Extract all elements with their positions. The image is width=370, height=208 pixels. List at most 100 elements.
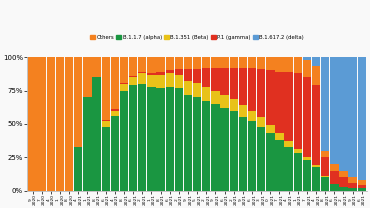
Bar [229, 57, 238, 68]
Bar [330, 57, 339, 164]
Bar [157, 57, 165, 72]
Bar [92, 57, 101, 77]
Bar [184, 69, 192, 81]
Bar [357, 180, 366, 185]
Bar [147, 74, 156, 87]
Bar [266, 133, 275, 191]
Bar [138, 72, 147, 73]
Bar [184, 57, 192, 69]
Bar [285, 72, 293, 141]
Bar [229, 111, 238, 191]
Bar [330, 171, 339, 184]
Bar [211, 90, 220, 104]
Bar [339, 57, 348, 171]
Bar [101, 120, 110, 121]
Bar [239, 117, 247, 191]
Bar [312, 85, 320, 165]
Bar [339, 177, 348, 187]
Bar [175, 69, 183, 74]
Bar [248, 111, 256, 121]
Bar [312, 57, 320, 67]
Bar [229, 68, 238, 99]
Bar [303, 60, 311, 77]
Bar [266, 57, 275, 71]
Bar [357, 185, 366, 188]
Bar [165, 73, 174, 87]
Bar [129, 77, 137, 85]
Bar [293, 73, 302, 149]
Bar [37, 57, 46, 191]
Bar [321, 57, 329, 151]
Bar [321, 177, 329, 191]
Bar [129, 85, 137, 191]
Bar [349, 188, 357, 191]
Bar [239, 105, 247, 117]
Bar [339, 187, 348, 191]
Bar [275, 133, 284, 140]
Bar [275, 72, 284, 133]
Bar [312, 167, 320, 191]
Bar [211, 57, 220, 68]
Bar [285, 147, 293, 191]
Bar [157, 72, 165, 74]
Bar [56, 57, 64, 191]
Bar [303, 160, 311, 191]
Bar [111, 111, 119, 116]
Bar [293, 153, 302, 191]
Bar [138, 73, 147, 84]
Bar [157, 74, 165, 88]
Bar [303, 157, 311, 160]
Bar [257, 117, 265, 127]
Bar [120, 90, 128, 191]
Bar [211, 68, 220, 90]
Bar [266, 125, 275, 133]
Bar [184, 81, 192, 95]
Bar [175, 88, 183, 191]
Bar [202, 87, 211, 101]
Bar [312, 67, 320, 85]
Bar [285, 141, 293, 147]
Bar [175, 74, 183, 88]
Bar [285, 57, 293, 72]
Bar [312, 165, 320, 167]
Bar [248, 57, 256, 68]
Bar [357, 57, 366, 180]
Bar [257, 57, 265, 69]
Bar [293, 57, 302, 73]
Bar [83, 57, 92, 97]
Bar [221, 57, 229, 68]
Bar [65, 57, 73, 191]
Bar [120, 57, 128, 83]
Bar [239, 57, 247, 68]
Bar [28, 57, 37, 191]
Bar [165, 57, 174, 71]
Bar [303, 77, 311, 157]
Bar [321, 151, 329, 157]
Bar [248, 68, 256, 111]
Bar [111, 116, 119, 191]
Bar [120, 84, 128, 90]
Bar [111, 109, 119, 111]
Bar [147, 87, 156, 191]
Bar [202, 101, 211, 191]
Bar [165, 71, 174, 73]
Bar [47, 57, 55, 191]
Bar [165, 87, 174, 191]
Bar [202, 68, 211, 87]
Bar [293, 149, 302, 153]
Bar [157, 88, 165, 191]
Bar [111, 57, 119, 109]
Bar [101, 121, 110, 127]
Bar [330, 164, 339, 171]
Bar [257, 69, 265, 117]
Bar [221, 95, 229, 108]
Bar [221, 108, 229, 191]
Legend: Others, B.1.1.7 (alpha), B.1.351 (Beta), P.1 (gamma), B.1.617.2 (delta): Others, B.1.1.7 (alpha), B.1.351 (Beta),… [88, 33, 306, 42]
Bar [147, 57, 156, 73]
Bar [138, 84, 147, 191]
Bar [101, 127, 110, 191]
Bar [147, 73, 156, 74]
Bar [101, 57, 110, 120]
Bar [211, 104, 220, 191]
Bar [339, 171, 348, 177]
